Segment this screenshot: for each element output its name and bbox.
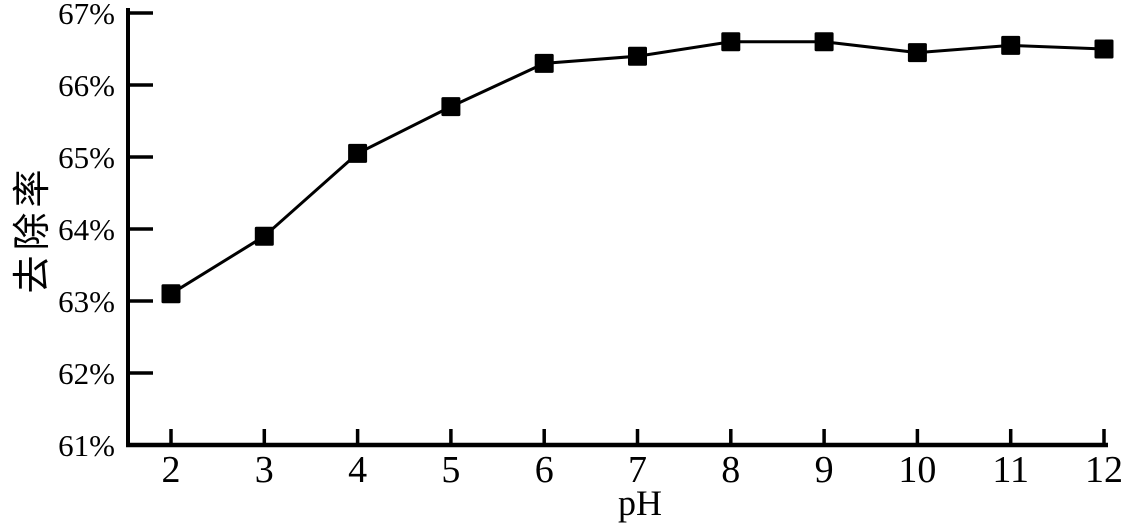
data-point-marker (628, 46, 647, 66)
data-point-marker (534, 53, 554, 73)
y-tick-label: 67% (58, 0, 115, 31)
data-point-marker (907, 43, 927, 63)
x-tick-label: 11 (992, 449, 1029, 491)
y-tick-label: 65% (58, 140, 115, 175)
x-tick-label: 10 (898, 449, 936, 491)
series-line (170, 40, 1105, 296)
y-tick-label: 62% (58, 356, 115, 391)
x-tick-label: 9 (815, 449, 834, 491)
x-tick-label: 3 (255, 449, 274, 491)
x-tick-label: 6 (535, 449, 554, 491)
x-tick-label: 12 (1085, 449, 1123, 491)
data-point-marker (254, 226, 274, 246)
y-tick-label: 66% (58, 68, 115, 103)
data-point-marker (814, 32, 834, 52)
data-point-marker (1094, 39, 1114, 59)
data-point-marker (161, 284, 181, 304)
data-point-marker (441, 97, 461, 117)
y-tick-label: 61% (58, 428, 115, 463)
y-tick-label: 64% (58, 212, 115, 247)
data-point-marker (348, 143, 368, 163)
x-tick-label: 5 (441, 449, 460, 491)
data-point-marker (1001, 35, 1021, 55)
x-tick-label: 8 (721, 449, 740, 491)
x-tick-label: 2 (162, 449, 181, 491)
x-tick-label: 4 (348, 449, 367, 491)
y-tick-label: 63% (58, 284, 115, 319)
x-axis-title: pH (618, 483, 662, 523)
y-axis-title: 去除率 (12, 164, 54, 294)
data-point-marker (721, 32, 741, 52)
x-tick-label: 7 (628, 449, 647, 491)
